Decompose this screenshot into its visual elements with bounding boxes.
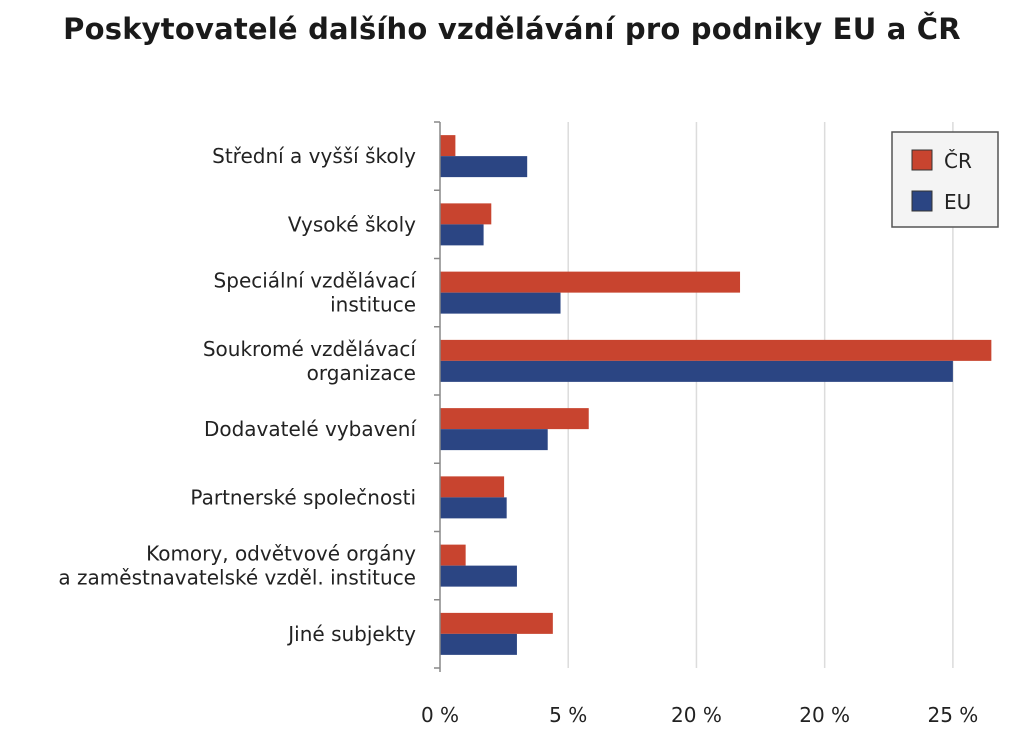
tick-labels: 0 % 5 % 20 % 20 % 25 % — [421, 703, 978, 727]
legend-swatch-cr — [911, 149, 933, 171]
category-label: Speciální vzdělávací — [214, 269, 418, 293]
category-label: Soukromé vzdělávací — [203, 337, 418, 361]
x-tick-label: 0 % — [421, 703, 459, 727]
bar-cr — [440, 135, 456, 157]
bar-cr — [440, 271, 741, 293]
bar-cr — [440, 408, 589, 430]
category-label: Dodavatelé vybavení — [204, 417, 417, 441]
bar-cr — [440, 203, 492, 225]
bar-eu — [440, 156, 528, 178]
category-label: Jiné subjekty — [286, 622, 416, 646]
x-tick-label: 20 % — [799, 703, 850, 727]
bar-cr — [440, 476, 505, 498]
bar-cr — [440, 544, 466, 566]
bar-eu — [440, 292, 561, 314]
bars — [440, 135, 992, 655]
category-label: organizace — [307, 361, 416, 385]
legend: ČR EU — [891, 131, 999, 228]
chart-title: Poskytovatelé dalšího vzdělávání pro pod… — [63, 12, 961, 46]
legend-label-eu: EU — [944, 190, 971, 214]
legend-swatch-eu — [911, 190, 933, 212]
bar-eu — [440, 429, 548, 451]
x-tick-label: 5 % — [549, 703, 587, 727]
category-label: Střední a vyšší školy — [212, 144, 416, 168]
legend-box — [891, 131, 999, 228]
category-label: Partnerské společnosti — [190, 485, 416, 509]
category-label: instituce — [330, 293, 416, 317]
bar-cr — [440, 612, 553, 634]
bar-eu — [440, 497, 507, 519]
category-label: a zaměstnavatelské vzděl. instituce — [58, 566, 416, 590]
category-label: Vysoké školy — [288, 212, 416, 236]
bar-eu — [440, 565, 517, 587]
bar-eu — [440, 633, 517, 655]
x-tick-label: 20 % — [671, 703, 722, 727]
legend-label-cr: ČR — [944, 149, 972, 173]
bar-eu — [440, 360, 953, 382]
category-label: Komory, odvětvové orgány — [146, 542, 416, 566]
bar-cr — [440, 339, 992, 361]
axes — [434, 121, 441, 672]
x-tick-label: 25 % — [927, 703, 978, 727]
category-labels: Střední a vyšší školy Vysoké školy Speciál… — [58, 144, 417, 646]
bar-eu — [440, 224, 484, 246]
